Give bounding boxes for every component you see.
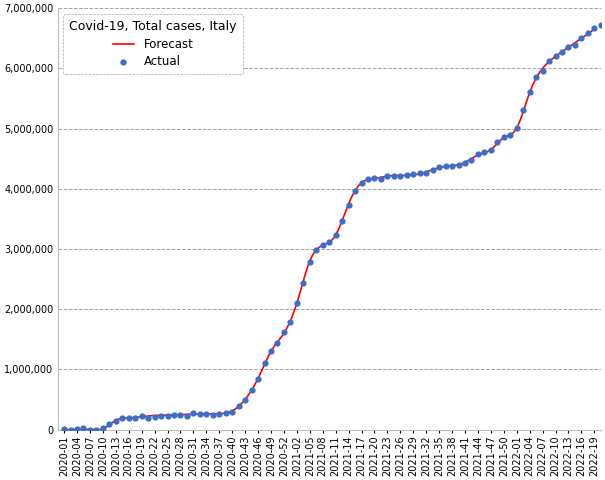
Actual bbox=[79, 424, 88, 432]
Actual bbox=[292, 299, 302, 307]
Actual bbox=[557, 48, 567, 56]
Actual bbox=[447, 162, 457, 170]
Actual bbox=[175, 411, 185, 419]
Actual bbox=[214, 410, 224, 418]
Actual bbox=[564, 43, 574, 51]
Actual bbox=[59, 425, 69, 433]
Actual bbox=[266, 348, 276, 355]
Actual bbox=[260, 359, 269, 366]
Actual bbox=[221, 409, 231, 417]
Actual bbox=[350, 188, 360, 195]
Forecast bbox=[315, 244, 322, 250]
Actual bbox=[441, 162, 451, 169]
Actual bbox=[589, 24, 599, 32]
Actual bbox=[408, 170, 418, 178]
Actual bbox=[253, 375, 263, 383]
Actual bbox=[201, 410, 211, 418]
Actual bbox=[492, 139, 502, 146]
Actual bbox=[331, 231, 341, 239]
Actual bbox=[382, 172, 392, 180]
Actual bbox=[486, 146, 495, 154]
Actual bbox=[570, 41, 580, 48]
Actual bbox=[370, 174, 379, 182]
Actual bbox=[531, 73, 541, 81]
Actual bbox=[66, 426, 76, 433]
Actual bbox=[525, 89, 535, 96]
Actual bbox=[344, 201, 353, 209]
Actual bbox=[460, 159, 470, 167]
Actual bbox=[318, 241, 327, 249]
Actual bbox=[324, 238, 334, 246]
Actual bbox=[182, 412, 192, 420]
Actual bbox=[156, 412, 166, 420]
Actual bbox=[376, 175, 386, 183]
Forecast bbox=[347, 195, 355, 201]
Actual bbox=[512, 124, 522, 132]
Actual bbox=[505, 132, 515, 139]
Actual bbox=[91, 426, 101, 433]
Actual bbox=[499, 133, 509, 141]
Actual bbox=[596, 22, 605, 29]
Actual bbox=[466, 156, 476, 164]
Actual bbox=[111, 417, 120, 425]
Actual bbox=[286, 318, 295, 326]
Actual bbox=[117, 414, 127, 422]
Actual bbox=[480, 148, 489, 156]
Actual bbox=[428, 166, 437, 174]
Actual bbox=[551, 52, 560, 60]
Actual bbox=[473, 150, 483, 158]
Forecast bbox=[312, 248, 319, 253]
Actual bbox=[150, 413, 160, 421]
Legend: Forecast, Actual: Forecast, Actual bbox=[64, 14, 243, 74]
Forecast bbox=[590, 26, 598, 32]
Actual bbox=[137, 412, 146, 420]
Actual bbox=[105, 420, 114, 428]
Actual bbox=[227, 408, 237, 416]
Actual bbox=[402, 171, 411, 179]
Actual bbox=[357, 180, 367, 187]
Actual bbox=[234, 402, 243, 410]
Actual bbox=[169, 411, 179, 419]
Actual bbox=[163, 412, 172, 420]
Actual bbox=[240, 396, 250, 404]
Forecast bbox=[376, 175, 384, 180]
Actual bbox=[72, 425, 82, 433]
Actual bbox=[396, 172, 405, 180]
Forecast bbox=[60, 427, 68, 432]
Actual bbox=[247, 386, 257, 394]
Actual bbox=[189, 409, 198, 417]
Actual bbox=[312, 246, 321, 253]
Forecast bbox=[578, 35, 585, 41]
Actual bbox=[124, 415, 134, 422]
Actual bbox=[583, 30, 593, 37]
Actual bbox=[415, 169, 425, 177]
Actual bbox=[143, 414, 153, 421]
Actual bbox=[544, 57, 554, 65]
Actual bbox=[338, 217, 347, 225]
Actual bbox=[518, 107, 528, 114]
Actual bbox=[85, 426, 95, 433]
Actual bbox=[454, 161, 463, 168]
Actual bbox=[98, 424, 108, 432]
Actual bbox=[363, 175, 373, 182]
Actual bbox=[305, 258, 315, 266]
Actual bbox=[389, 172, 399, 180]
Actual bbox=[298, 279, 308, 287]
Actual bbox=[577, 35, 586, 42]
Forecast bbox=[495, 139, 502, 145]
Line: Forecast: Forecast bbox=[64, 29, 594, 430]
Actual bbox=[130, 414, 140, 421]
Actual bbox=[434, 164, 444, 171]
Actual bbox=[421, 169, 431, 177]
Actual bbox=[279, 329, 289, 336]
Actual bbox=[273, 339, 283, 347]
Actual bbox=[195, 410, 204, 418]
Actual bbox=[208, 411, 218, 419]
Actual bbox=[538, 67, 548, 74]
